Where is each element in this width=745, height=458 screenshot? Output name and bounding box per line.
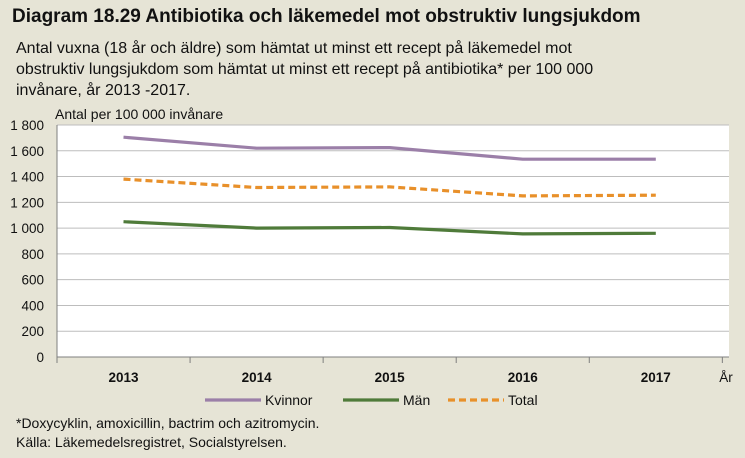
legend-label: Kvinnor	[265, 392, 313, 408]
y-tick-label: 0	[36, 350, 44, 365]
x-tick-label: 2015	[375, 370, 406, 385]
x-axis-label: År	[719, 370, 733, 385]
footnote-source: Källa: Läkemedelsregistret, Socialstyrel…	[16, 434, 287, 450]
subtitle-line: obstruktiv lungsjukdom som hämtat ut min…	[16, 61, 594, 78]
x-tick-label: 2017	[641, 370, 671, 385]
legend-label: Total	[508, 392, 538, 408]
chart-title: Diagram 18.29 Antibiotika och läkemedel …	[12, 6, 641, 27]
series-line-män	[123, 220, 656, 236]
footnote-drugs: *Doxycyklin, amoxicillin, bactrim och az…	[16, 415, 320, 431]
x-tick-label: 2014	[242, 370, 273, 385]
y-tick-label: 1 600	[10, 144, 44, 159]
subtitle-line: Antal vuxna (18 år och äldre) som hämtat…	[16, 40, 572, 57]
legend-label: Män	[403, 392, 430, 408]
y-tick-label: 400	[21, 298, 44, 313]
y-tick-label: 1 800	[10, 118, 44, 133]
x-tick-label: 2016	[508, 370, 539, 385]
y-tick-label: 800	[21, 247, 44, 262]
chart-subtitle: Antal vuxna (18 år och äldre) som hämtat…	[16, 38, 716, 101]
y-tick-label: 200	[21, 324, 44, 339]
y-axis-label: Antal per 100 000 invånare	[55, 106, 223, 122]
y-tick-label: 1 400	[10, 170, 44, 185]
x-tick-label: 2013	[109, 370, 140, 385]
subtitle-line: invånare, år 2013 -2017.	[16, 82, 191, 99]
series-line-kvinnor	[123, 135, 656, 161]
y-tick-label: 600	[21, 273, 44, 288]
series-line-total	[123, 177, 656, 198]
plot-area	[57, 125, 729, 357]
y-tick-label: 1 000	[10, 221, 44, 236]
y-tick-label: 1 200	[10, 195, 44, 210]
